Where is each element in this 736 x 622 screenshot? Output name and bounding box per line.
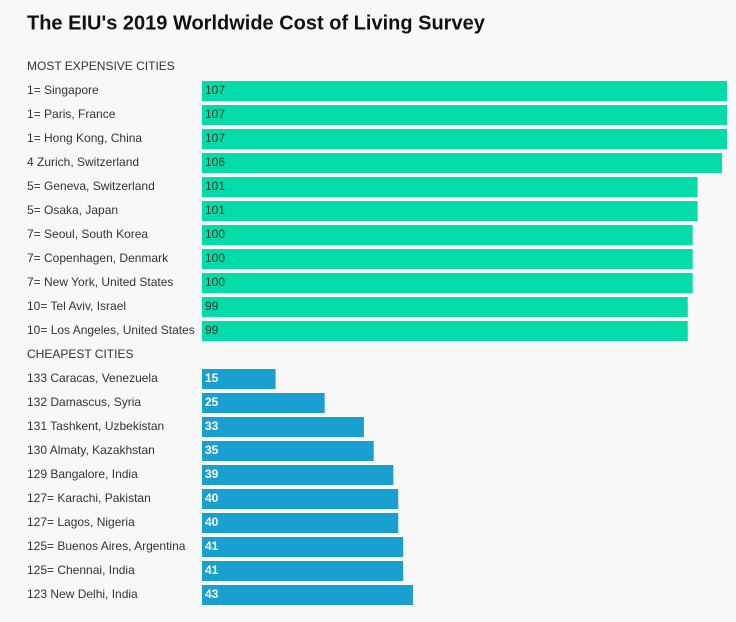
value-label: 100 [205, 251, 225, 265]
value-label: 101 [205, 179, 225, 193]
value-label: 100 [205, 275, 225, 289]
bar [202, 153, 723, 173]
bar [202, 561, 404, 581]
category-label: 7= New York, United States [27, 275, 173, 289]
bar [202, 513, 399, 533]
bar [202, 129, 727, 149]
chart-title: The EIU's 2019 Worldwide Cost of Living … [27, 12, 486, 34]
value-label: 107 [205, 107, 225, 121]
category-label: 132 Damascus, Syria [27, 395, 141, 409]
value-label: 107 [205, 83, 225, 97]
category-label: 10= Tel Aviv, Israel [27, 299, 126, 313]
value-label: 41 [205, 563, 219, 577]
category-label: 131 Tashkent, Uzbekistan [27, 419, 164, 433]
value-label: 41 [205, 539, 219, 553]
bar [202, 249, 693, 269]
bar [202, 273, 693, 293]
value-label: 107 [205, 131, 225, 145]
bar [202, 441, 374, 461]
bar [202, 297, 688, 317]
value-label: 40 [205, 515, 219, 529]
category-label: 7= Seoul, South Korea [27, 227, 148, 241]
bar [202, 177, 698, 197]
category-label: 123 New Delhi, India [27, 587, 138, 601]
value-label: 100 [205, 227, 225, 241]
category-label: 127= Karachi, Pakistan [27, 491, 151, 505]
category-label: 1= Singapore [27, 83, 99, 97]
value-label: 99 [205, 299, 219, 313]
value-label: 40 [205, 491, 219, 505]
bar [202, 225, 693, 245]
category-label: 125= Buenos Aires, Argentina [27, 539, 186, 553]
category-label: 125= Chennai, India [27, 563, 135, 577]
value-label: 39 [205, 467, 219, 481]
category-label: 1= Hong Kong, China [27, 131, 142, 145]
value-label: 99 [205, 323, 219, 337]
bar [202, 81, 727, 101]
category-label: 7= Copenhagen, Denmark [27, 251, 169, 265]
category-label: 10= Los Angeles, United States [27, 323, 195, 337]
group-header: CHEAPEST CITIES [27, 347, 133, 361]
group-header: MOST EXPENSIVE CITIES [27, 59, 175, 73]
category-label: 5= Osaka, Japan [27, 203, 118, 217]
bar [202, 369, 276, 389]
bar [202, 201, 698, 221]
category-label: 129 Bangalore, India [27, 467, 138, 481]
bar [202, 585, 413, 605]
category-label: 133 Caracas, Venezuela [27, 371, 158, 385]
category-label: 5= Geneva, Switzerland [27, 179, 155, 193]
value-label: 35 [205, 443, 219, 457]
value-label: 106 [205, 155, 225, 169]
bar [202, 417, 364, 437]
value-label: 101 [205, 203, 225, 217]
value-label: 15 [205, 371, 219, 385]
category-label: 4 Zurich, Switzerland [27, 155, 139, 169]
value-label: 43 [205, 587, 219, 601]
category-label: 1= Paris, France [27, 107, 116, 121]
bar [202, 489, 399, 509]
category-label: 130 Almaty, Kazakhstan [27, 443, 155, 457]
value-label: 33 [205, 419, 219, 433]
bar [202, 537, 404, 557]
value-label: 25 [205, 395, 219, 409]
category-label: 127= Lagos, Nigeria [27, 515, 135, 529]
bar [202, 393, 325, 413]
bar [202, 105, 727, 125]
bar [202, 321, 688, 341]
bar [202, 465, 394, 485]
